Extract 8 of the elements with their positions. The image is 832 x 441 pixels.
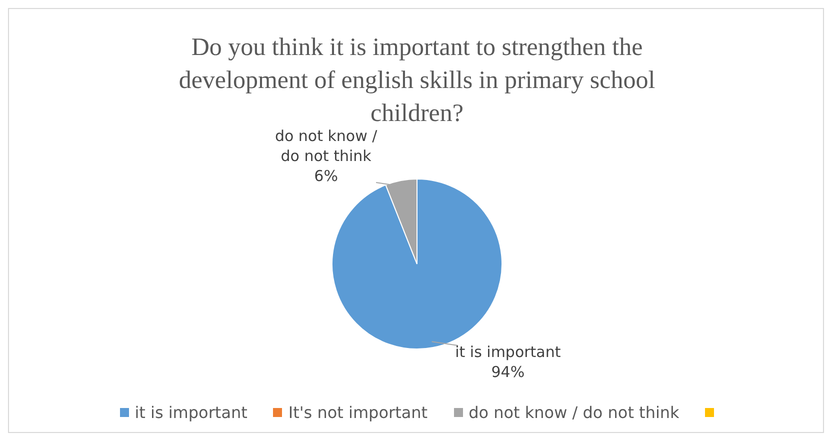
- legend-label: it is important: [134, 403, 248, 422]
- chart-title: Do you think it is important to strengthen the development of english skills in primary school children?: [178, 33, 656, 129]
- slice-label: do not know / do not think: [274, 126, 378, 165]
- slice-label: it is important: [455, 343, 561, 362]
- legend-label: It's not important: [288, 403, 428, 422]
- legend-label: do not know / do not think: [468, 403, 680, 422]
- data-label: 94%: [491, 363, 525, 382]
- data-label: 6%: [314, 166, 338, 185]
